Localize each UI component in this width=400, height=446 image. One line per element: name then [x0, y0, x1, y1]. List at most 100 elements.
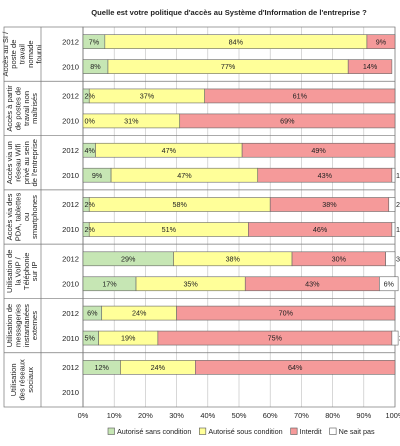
bar-segment: [195, 360, 396, 375]
bar-segment: [391, 222, 396, 237]
group-label-line: de postes de: [13, 87, 22, 131]
bar-segment: [385, 251, 396, 267]
group-label-line: poste de: [9, 40, 18, 69]
group-label-line: ou: [22, 213, 31, 221]
group-label: Accès au SI /poste detravailnomadefourni: [1, 31, 44, 77]
data-label: 1%: [396, 171, 400, 180]
group-label-line: sur IP: [30, 261, 39, 281]
data-label: 46%: [313, 225, 328, 234]
group-label-line: Utilisation: [9, 363, 18, 396]
legend-swatch: [199, 427, 207, 435]
data-label: 24%: [151, 363, 166, 372]
data-label: 69%: [280, 117, 295, 126]
group-label-line: nomade: [26, 40, 35, 67]
data-label: 61%: [293, 92, 308, 101]
data-label: 1%: [396, 225, 400, 234]
year-label: 2012: [62, 146, 79, 155]
group-label: Utilisation dela VoIP /Téléphoniesur IP: [5, 250, 39, 293]
group-label-line: Téléphonie: [22, 252, 31, 290]
data-label: 64%: [288, 363, 303, 372]
group-label-line: Accès à partir: [5, 85, 14, 132]
group-label: Accès via unréseau Wifiprivé au seinde l…: [5, 139, 39, 186]
x-tick-label: 100%: [386, 411, 400, 420]
legend-swatch: [290, 427, 298, 435]
x-tick-label: 90%: [356, 411, 371, 420]
legend-label: Autorisé sous condition: [208, 427, 282, 436]
data-label: 2%: [85, 225, 96, 234]
bars: 2012 7% 84% 9% 2010 8% 77% 14% 2012 2% 37% 61% 2010 0…: [62, 34, 400, 397]
x-axis: 0% 10% 20% 30% 40% 50% 60% 70% 80% 90% 100%: [78, 411, 400, 420]
year-label: 2012: [62, 363, 79, 372]
x-tick-label: 20%: [138, 411, 153, 420]
group-label-line: fourni: [34, 44, 43, 63]
group-label-line: maîtrisés: [30, 93, 39, 124]
data-label: 58%: [173, 200, 188, 209]
bar-segment: [366, 34, 396, 49]
data-label: 2%: [85, 200, 96, 209]
chart-title: Quelle est votre politique d'accès au Sy…: [91, 8, 367, 17]
data-label: 75%: [268, 334, 283, 343]
group-label: Utilisationdes réseauxsociaux: [9, 359, 35, 401]
data-label: 3%: [396, 254, 400, 263]
group-label-line: PDA, tablettes: [13, 193, 22, 242]
data-label: 17%: [102, 279, 117, 288]
year-label: 2010: [62, 225, 79, 234]
group-label: Accès via desPDA, tablettesousmartphones: [5, 193, 39, 242]
year-label: 2012: [62, 92, 79, 101]
bar-segment: [379, 276, 399, 292]
data-label: 9%: [376, 37, 387, 46]
group-label-line: Utilisation de: [5, 304, 14, 347]
bar-segment: [204, 88, 396, 104]
group-label-line: travail: [18, 44, 27, 65]
group-label-line: des réseaux: [18, 359, 27, 401]
group-label: Utilisation demessageriesinstantanéesext…: [5, 304, 39, 347]
data-label: 9%: [92, 171, 103, 180]
year-label: 2010: [62, 334, 79, 343]
legend-swatch: [329, 427, 337, 435]
data-label: 24%: [132, 309, 147, 318]
year-label: 2012: [62, 255, 79, 264]
data-label: 47%: [162, 146, 177, 155]
year-label: 2010: [62, 279, 79, 288]
data-label: 7%: [89, 37, 100, 46]
bar-segment: [391, 167, 396, 183]
group-label-line: Accès via un: [5, 141, 14, 184]
x-tick-label: 70%: [294, 411, 309, 420]
group-label-line: Accès au SI /: [1, 31, 10, 77]
year-label: 2012: [62, 200, 79, 209]
data-label: 38%: [226, 254, 241, 263]
year-label: 2010: [62, 171, 79, 180]
legend-label: Ne sait pas: [339, 427, 375, 436]
bar-segment: [179, 113, 396, 129]
data-label: 6%: [87, 309, 98, 318]
legend: Autorisé sans condition Autorisé sous con…: [107, 427, 375, 436]
data-label: 43%: [318, 171, 333, 180]
data-label: 77%: [221, 62, 236, 71]
x-tick-label: 50%: [232, 411, 247, 420]
group-labels: Accès au SI /poste detravailnomadefourni…: [1, 26, 395, 408]
data-label: 2%: [85, 92, 96, 101]
data-label: 38%: [322, 200, 337, 209]
data-label: 51%: [162, 225, 177, 234]
data-label: 12%: [95, 363, 110, 372]
data-label: 5%: [85, 334, 96, 343]
year-label: 2012: [62, 37, 79, 46]
data-label: 84%: [229, 37, 244, 46]
data-label: 70%: [279, 309, 294, 318]
group-label-line: Accès via des: [5, 193, 14, 240]
data-label: 29%: [121, 254, 136, 263]
group-label-line: externes: [30, 311, 39, 340]
legend-swatch: [107, 427, 115, 435]
data-label: 49%: [311, 146, 326, 155]
group-label-line: Utilisation de: [5, 250, 14, 293]
group-label-line: réseau Wifi: [13, 143, 22, 181]
data-label: 2%: [396, 200, 400, 209]
year-label: 2010: [62, 117, 79, 126]
x-tick-label: 0%: [78, 411, 89, 420]
legend-label: Autorisé sans condition: [117, 427, 191, 436]
year-label: 2010: [62, 388, 79, 397]
legend-label: Interdit: [300, 427, 322, 436]
data-label: 35%: [183, 279, 198, 288]
data-label: 47%: [177, 171, 192, 180]
